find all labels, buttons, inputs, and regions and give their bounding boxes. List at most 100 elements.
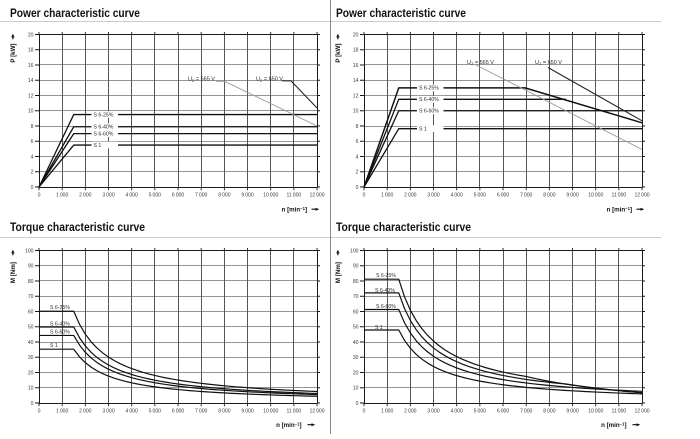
svg-text:6: 6 (31, 139, 34, 145)
svg-text:S 6-25%: S 6-25% (50, 305, 70, 311)
svg-text:30: 30 (28, 355, 34, 361)
svg-text:Torque characteristic curve: Torque characteristic curve (336, 220, 471, 234)
svg-text:M [Nm]: M [Nm] (10, 262, 17, 283)
svg-text:0: 0 (356, 185, 359, 191)
svg-text:6000: 6000 (497, 193, 510, 199)
svg-text:12000: 12000 (309, 409, 324, 415)
svg-text:2000: 2000 (404, 193, 417, 199)
svg-text:0: 0 (38, 409, 41, 415)
svg-text:5000: 5000 (474, 193, 487, 199)
svg-text:1000: 1000 (381, 409, 394, 415)
svg-text:10000: 10000 (588, 409, 603, 415)
svg-text:4: 4 (356, 154, 359, 160)
svg-text:S 6-60%: S 6-60% (376, 304, 396, 310)
svg-text:P [kW]: P [kW] (335, 44, 342, 63)
svg-text:8: 8 (31, 124, 34, 130)
svg-text:4: 4 (31, 154, 34, 160)
svg-text:n [min−1]: n [min−1] (601, 421, 626, 429)
svg-text:S 1: S 1 (94, 143, 102, 149)
svg-text:S 1: S 1 (50, 343, 58, 349)
svg-text:100: 100 (25, 248, 34, 254)
svg-text:0: 0 (38, 193, 41, 199)
svg-text:S 6-60%: S 6-60% (94, 131, 114, 137)
svg-text:70: 70 (28, 294, 34, 300)
svg-text:14: 14 (353, 78, 359, 84)
svg-text:7000: 7000 (520, 409, 533, 415)
svg-text:UZ = 650 V: UZ = 650 V (535, 60, 562, 66)
svg-text:60: 60 (28, 309, 34, 315)
svg-text:10: 10 (28, 386, 34, 392)
svg-text:10: 10 (353, 109, 359, 115)
svg-text:18: 18 (28, 48, 34, 54)
svg-text:12000: 12000 (634, 409, 649, 415)
svg-text:4000: 4000 (126, 193, 139, 199)
svg-text:8000: 8000 (543, 193, 556, 199)
svg-text:9000: 9000 (241, 409, 254, 415)
svg-text:3000: 3000 (102, 409, 115, 415)
svg-text:6000: 6000 (172, 409, 185, 415)
svg-text:S 6-25%: S 6-25% (376, 273, 396, 279)
svg-text:10: 10 (28, 109, 34, 115)
svg-text:2: 2 (356, 170, 359, 176)
svg-text:12000: 12000 (309, 193, 324, 199)
svg-text:6000: 6000 (497, 409, 510, 415)
svg-text:4000: 4000 (126, 409, 139, 415)
svg-text:5000: 5000 (149, 193, 162, 199)
svg-text:3000: 3000 (427, 409, 440, 415)
svg-text:70: 70 (353, 294, 359, 300)
svg-text:2000: 2000 (79, 193, 92, 199)
svg-text:40: 40 (353, 340, 359, 346)
svg-text:P [kW]: P [kW] (10, 44, 17, 63)
svg-text:7000: 7000 (195, 409, 208, 415)
svg-text:11000: 11000 (286, 409, 301, 415)
svg-text:S 6-40%: S 6-40% (50, 322, 70, 328)
svg-text:20: 20 (353, 32, 359, 38)
svg-text:3000: 3000 (102, 193, 115, 199)
svg-text:0: 0 (363, 193, 366, 199)
svg-text:8000: 8000 (218, 409, 231, 415)
svg-text:2000: 2000 (404, 409, 417, 415)
svg-text:Torque characteristic curve: Torque characteristic curve (10, 220, 145, 234)
svg-text:S 6-60%: S 6-60% (419, 109, 439, 115)
svg-text:11000: 11000 (611, 193, 626, 199)
svg-text:UZ = 565 V: UZ = 565 V (467, 60, 494, 66)
svg-text:7000: 7000 (520, 193, 533, 199)
svg-text:S 6-60%: S 6-60% (50, 329, 70, 335)
svg-text:1000: 1000 (56, 193, 69, 199)
svg-text:Power characteristic curve: Power characteristic curve (336, 6, 466, 20)
svg-text:60: 60 (353, 309, 359, 315)
svg-text:9000: 9000 (241, 193, 254, 199)
svg-text:12000: 12000 (634, 193, 649, 199)
svg-text:S 6-25%: S 6-25% (94, 112, 114, 118)
svg-text:6: 6 (356, 139, 359, 145)
svg-text:12: 12 (353, 93, 359, 99)
svg-text:18: 18 (353, 48, 359, 54)
svg-text:1000: 1000 (381, 193, 394, 199)
svg-text:40: 40 (28, 340, 34, 346)
svg-text:S 1: S 1 (419, 126, 427, 132)
svg-text:9000: 9000 (566, 409, 579, 415)
svg-text:M [Nm]: M [Nm] (335, 262, 342, 283)
svg-text:50: 50 (353, 325, 359, 331)
svg-text:0: 0 (31, 185, 34, 191)
svg-text:20: 20 (28, 32, 34, 38)
svg-text:n [min−1]: n [min−1] (607, 206, 632, 214)
svg-text:8000: 8000 (543, 409, 556, 415)
svg-text:5000: 5000 (474, 409, 487, 415)
svg-text:20: 20 (28, 370, 34, 376)
svg-text:0: 0 (363, 409, 366, 415)
svg-text:100: 100 (350, 248, 359, 254)
svg-text:90: 90 (353, 264, 359, 270)
svg-text:10: 10 (353, 386, 359, 392)
svg-text:9000: 9000 (566, 193, 579, 199)
svg-text:5000: 5000 (149, 409, 162, 415)
svg-text:UZ = 650 V: UZ = 650 V (256, 77, 283, 83)
svg-text:4000: 4000 (451, 409, 464, 415)
svg-text:20: 20 (353, 370, 359, 376)
svg-text:UZ = 565 V: UZ = 565 V (188, 77, 215, 83)
svg-text:11000: 11000 (286, 193, 301, 199)
svg-text:S 6-40%: S 6-40% (375, 288, 395, 294)
svg-text:8000: 8000 (218, 193, 231, 199)
svg-text:16: 16 (353, 63, 359, 69)
svg-text:90: 90 (28, 264, 34, 270)
